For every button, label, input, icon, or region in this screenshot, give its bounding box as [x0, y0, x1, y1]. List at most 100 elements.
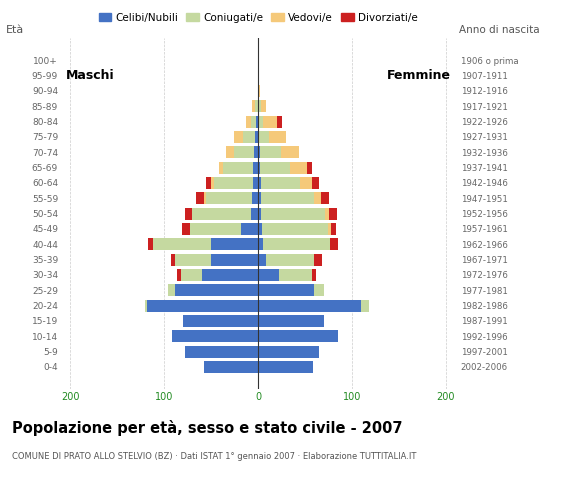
- Bar: [260, 146, 281, 158]
- Bar: [253, 177, 258, 189]
- Bar: [172, 330, 258, 342]
- Bar: [331, 223, 336, 235]
- Text: Popolazione per età, sesso e stato civile - 2007: Popolazione per età, sesso e stato civil…: [12, 420, 402, 436]
- Bar: [258, 208, 261, 219]
- Bar: [261, 177, 300, 189]
- Bar: [263, 238, 331, 250]
- Bar: [211, 253, 258, 265]
- Bar: [263, 116, 277, 128]
- Bar: [234, 146, 255, 158]
- Text: COMUNE DI PRATO ALLO STELVIO (BZ) · Dati ISTAT 1° gennaio 2007 · Elaborazione TU: COMUNE DI PRATO ALLO STELVIO (BZ) · Dati…: [12, 452, 416, 461]
- Text: Maschi: Maschi: [66, 69, 114, 82]
- Bar: [252, 100, 255, 112]
- Bar: [258, 300, 361, 312]
- Bar: [193, 208, 251, 219]
- Bar: [148, 238, 153, 250]
- Text: Età: Età: [6, 25, 24, 35]
- Bar: [168, 284, 176, 296]
- Bar: [258, 269, 279, 281]
- Bar: [246, 116, 251, 128]
- Text: Femmine: Femmine: [387, 69, 451, 82]
- Bar: [258, 131, 269, 143]
- Bar: [314, 192, 321, 204]
- Bar: [258, 100, 261, 112]
- Bar: [311, 177, 319, 189]
- Bar: [314, 253, 322, 265]
- Bar: [252, 192, 258, 204]
- Bar: [307, 162, 311, 174]
- Bar: [311, 269, 316, 281]
- Bar: [185, 208, 193, 219]
- Bar: [269, 131, 287, 143]
- Bar: [261, 100, 266, 112]
- Bar: [183, 315, 258, 327]
- Bar: [258, 253, 266, 265]
- Bar: [214, 177, 253, 189]
- Bar: [321, 192, 328, 204]
- Bar: [205, 192, 252, 204]
- Bar: [185, 346, 258, 358]
- Bar: [204, 192, 205, 204]
- Bar: [219, 162, 223, 174]
- Bar: [243, 131, 255, 143]
- Bar: [181, 269, 202, 281]
- Bar: [258, 330, 338, 342]
- Bar: [226, 146, 234, 158]
- Bar: [361, 300, 369, 312]
- Bar: [328, 223, 331, 235]
- Bar: [258, 162, 260, 174]
- Bar: [266, 253, 314, 265]
- Bar: [190, 223, 241, 235]
- Bar: [223, 162, 253, 174]
- Bar: [300, 177, 311, 189]
- Bar: [331, 238, 338, 250]
- Bar: [258, 146, 260, 158]
- Bar: [281, 146, 299, 158]
- Bar: [258, 223, 262, 235]
- Bar: [234, 131, 243, 143]
- Bar: [258, 284, 314, 296]
- Bar: [279, 269, 311, 281]
- Bar: [258, 346, 319, 358]
- Bar: [258, 315, 324, 327]
- Bar: [290, 162, 307, 174]
- Bar: [253, 162, 258, 174]
- Bar: [255, 131, 258, 143]
- Bar: [258, 85, 260, 97]
- Bar: [255, 100, 258, 112]
- Bar: [176, 284, 258, 296]
- Bar: [204, 361, 258, 373]
- Text: Anno di nascita: Anno di nascita: [459, 25, 540, 35]
- Bar: [182, 223, 190, 235]
- Bar: [153, 238, 211, 250]
- Bar: [206, 177, 211, 189]
- Bar: [147, 300, 258, 312]
- Bar: [202, 269, 258, 281]
- Bar: [262, 223, 328, 235]
- Bar: [241, 223, 258, 235]
- Bar: [196, 192, 204, 204]
- Bar: [258, 361, 313, 373]
- Bar: [314, 284, 324, 296]
- Bar: [258, 238, 263, 250]
- Bar: [258, 192, 261, 204]
- Bar: [258, 177, 261, 189]
- Bar: [255, 146, 258, 158]
- Bar: [146, 300, 147, 312]
- Bar: [211, 238, 258, 250]
- Bar: [171, 253, 176, 265]
- Bar: [261, 208, 325, 219]
- Bar: [251, 116, 256, 128]
- Bar: [277, 116, 281, 128]
- Bar: [261, 192, 314, 204]
- Bar: [329, 208, 337, 219]
- Bar: [251, 208, 258, 219]
- Legend: Celibi/Nubili, Coniugati/e, Vedovi/e, Divorziati/e: Celibi/Nubili, Coniugati/e, Vedovi/e, Di…: [95, 9, 422, 27]
- Bar: [256, 116, 258, 128]
- Bar: [258, 116, 263, 128]
- Bar: [176, 253, 211, 265]
- Bar: [260, 162, 290, 174]
- Bar: [211, 177, 214, 189]
- Bar: [325, 208, 329, 219]
- Bar: [177, 269, 181, 281]
